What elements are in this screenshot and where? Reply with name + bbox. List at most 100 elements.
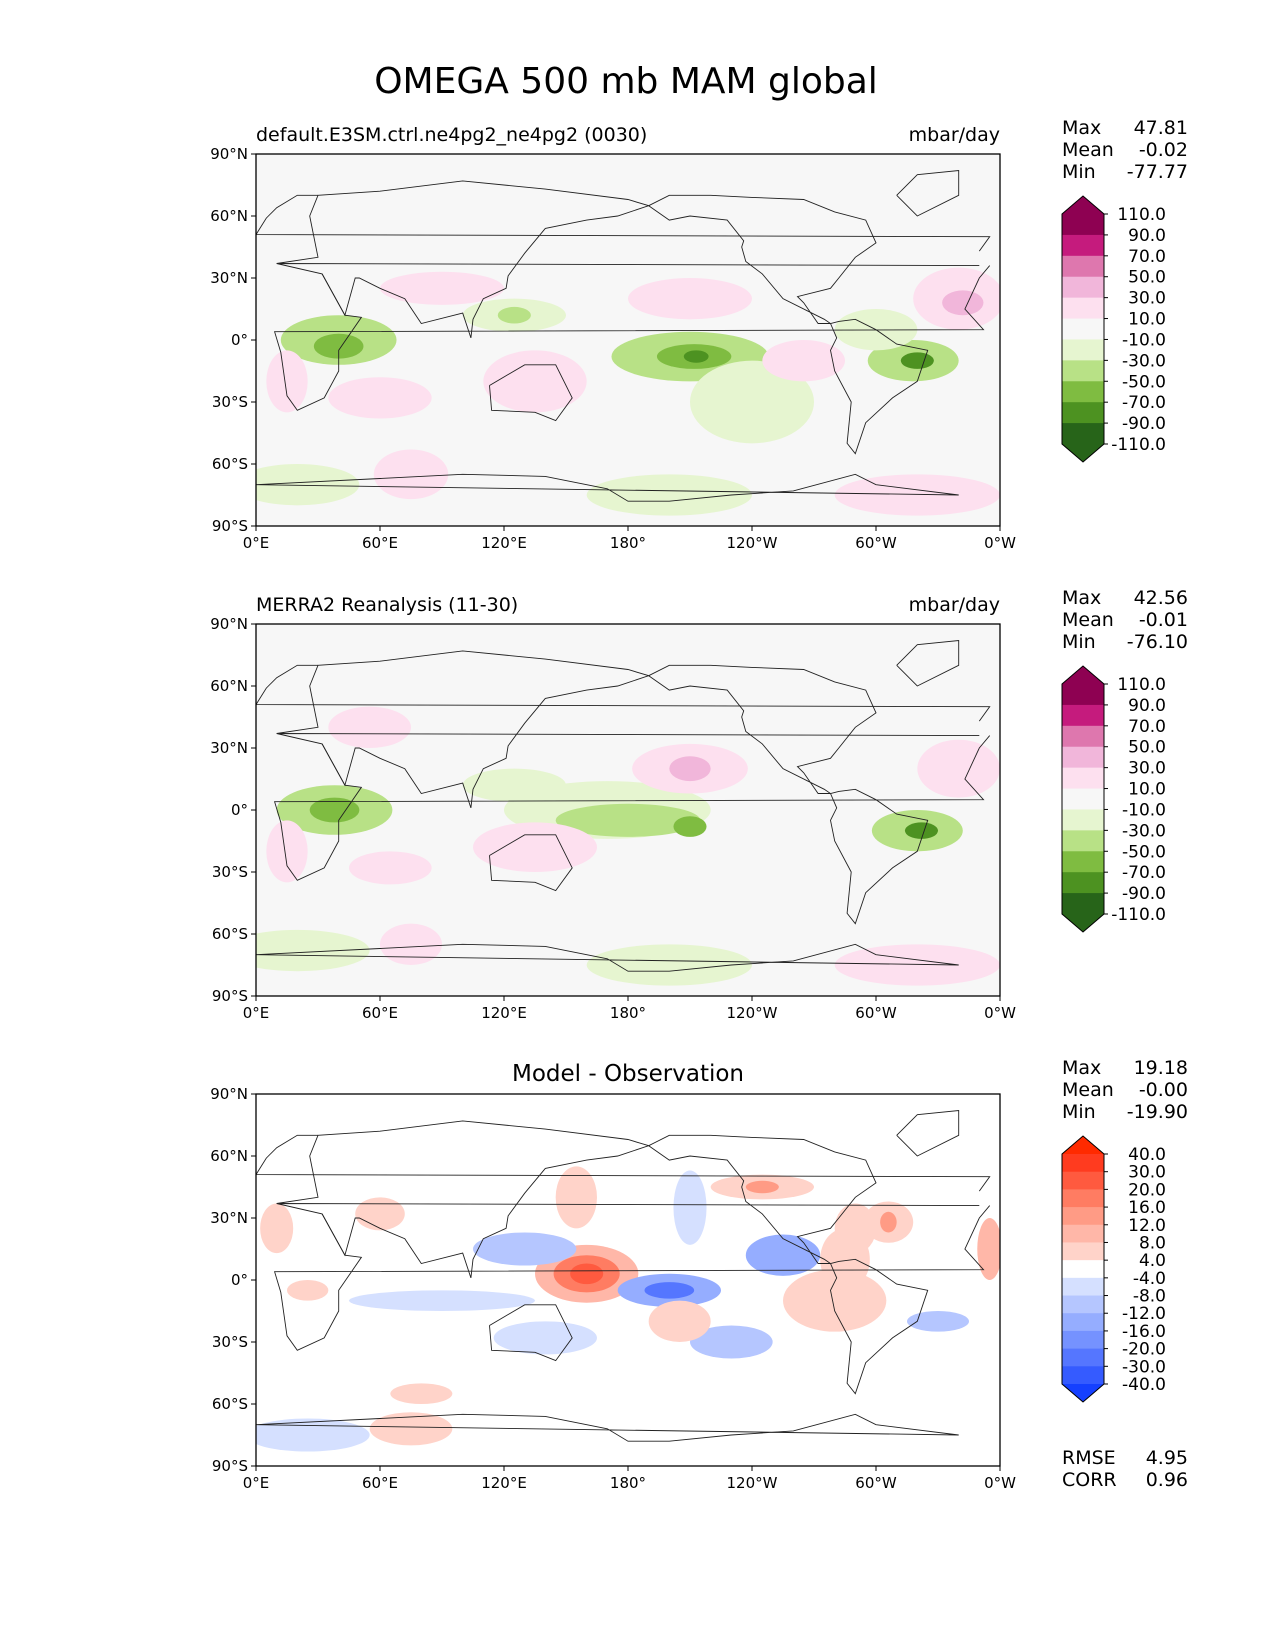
coastline — [276, 180, 651, 339]
lat-tick-label: 0° — [231, 1271, 248, 1289]
colorbar-label: 90.0 — [1128, 696, 1166, 716]
contour-region — [493, 1321, 597, 1355]
lat-tick-label: 90°N — [210, 145, 248, 163]
colorbar-label: 50.0 — [1128, 738, 1166, 758]
colorbar-segment — [1062, 725, 1104, 748]
colorbar-label: -90.0 — [1122, 414, 1166, 434]
colorbar-segment — [1062, 809, 1104, 831]
coastline — [256, 473, 959, 502]
panel-model: 90°N 60°N 30°N 0° 30°S 60°S 90°S0°E 60°E 120°E 18… — [210, 117, 1188, 552]
contour-region — [907, 1311, 969, 1332]
colorbar-label: -50.0 — [1122, 372, 1166, 392]
colorbar-label: 70.0 — [1128, 717, 1166, 737]
colorbar-segment — [1062, 1171, 1104, 1190]
colorbar-label: -50.0 — [1122, 842, 1166, 862]
lat-tick-label: 30°S — [212, 393, 248, 411]
colorbar-extend-max — [1062, 196, 1104, 214]
colorbar-label: -70.0 — [1122, 863, 1166, 883]
colorbar-segment — [1062, 746, 1104, 769]
colorbar-extend-min — [1062, 914, 1104, 932]
contour-region — [380, 923, 442, 965]
lon-tick-label: 0°W — [984, 1474, 1016, 1492]
colorbar-label: 20.0 — [1128, 1180, 1166, 1200]
stat-value: -0.00 — [1139, 1079, 1188, 1101]
colorbar-segment — [1062, 1154, 1104, 1173]
contour-region — [555, 803, 701, 837]
stat-value: 47.81 — [1134, 117, 1188, 139]
coastlines — [256, 1110, 991, 1442]
lon-tick-label: 180° — [610, 1004, 646, 1022]
lat-tick-label: 30°N — [210, 269, 248, 287]
contour-region — [266, 820, 308, 883]
contour-region — [328, 377, 432, 419]
contour-region — [917, 739, 1000, 798]
contour-region — [683, 350, 709, 363]
contour-region — [555, 1166, 597, 1229]
stat-value: 42.56 — [1134, 587, 1188, 609]
lon-tick-label: 120°W — [727, 534, 778, 552]
coastlines — [256, 170, 991, 502]
stat-label: Mean — [1062, 139, 1114, 161]
contour-region — [673, 816, 707, 837]
coastline — [276, 650, 651, 809]
lon-tick-label: 0°E — [243, 1474, 270, 1492]
colorbar-label: 12.0 — [1128, 1216, 1166, 1236]
colorbar-segment — [1062, 830, 1104, 852]
colorbar-segment — [1062, 1189, 1104, 1208]
coastline — [256, 943, 959, 972]
colorbar-label: 30.0 — [1128, 759, 1166, 779]
contour-region — [762, 340, 846, 382]
contour-region — [462, 768, 566, 802]
colorbar-segment — [1062, 767, 1104, 790]
footer-stat-value: 0.96 — [1146, 1469, 1188, 1491]
stat-value: -77.77 — [1127, 161, 1188, 183]
colorbar-label: -110.0 — [1111, 905, 1166, 925]
contour-region — [497, 306, 531, 324]
lat-tick-label: 60°S — [212, 925, 248, 943]
contour-region — [834, 474, 1000, 516]
lat-tick-label: 30°N — [210, 739, 248, 757]
contour-region — [745, 1234, 821, 1276]
coastline — [256, 664, 991, 722]
panels-group: 90°N60°N30°N0°30°S60°S90°S0°E 60°E 120°E 18… — [210, 117, 1188, 1492]
contour-region — [349, 851, 432, 885]
coastline — [489, 364, 573, 422]
coastline — [896, 640, 960, 687]
colorbar-label: 70.0 — [1128, 247, 1166, 267]
colorbar: 110.090.070.050.030.010.0-10.0-30.0-50.0… — [1061, 195, 1166, 463]
colorbar-label: 90.0 — [1128, 226, 1166, 246]
footer-stat-value: 4.95 — [1146, 1447, 1188, 1469]
colorbar-segment — [1062, 255, 1104, 278]
colorbar-label: 16.0 — [1128, 1198, 1166, 1218]
coastline — [648, 1134, 929, 1395]
colorbar-segment — [1062, 1224, 1104, 1243]
contour-region — [483, 350, 587, 413]
lon-tick-label: 180° — [610, 534, 646, 552]
stat-label: Max — [1062, 1057, 1101, 1079]
colorbar-label: 8.0 — [1139, 1233, 1166, 1253]
contour-region — [586, 474, 752, 516]
stat-value: 19.18 — [1134, 1057, 1188, 1079]
lat-tick-label: 90°S — [212, 987, 248, 1005]
lon-tick-label: 120°E — [481, 1474, 527, 1492]
stat-label: Max — [1062, 117, 1101, 139]
coastline — [256, 1413, 959, 1442]
stat-label: Max — [1062, 587, 1101, 609]
colorbar-extend-min — [1062, 1384, 1104, 1402]
colorbar-segment — [1062, 1260, 1104, 1279]
coastline — [896, 1110, 960, 1157]
lon-tick-label: 180° — [610, 1474, 646, 1492]
colorbar-label: 30.0 — [1128, 289, 1166, 309]
colorbar-segment — [1062, 1330, 1104, 1350]
colorbar-label: -8.0 — [1133, 1287, 1166, 1307]
colorbar-segment — [1062, 1207, 1104, 1226]
lat-tick-label: 60°S — [212, 1395, 248, 1413]
lat-tick-label: 60°N — [210, 207, 248, 225]
lon-tick-label: 60°W — [855, 1004, 897, 1022]
lat-tick-label: 0° — [231, 801, 248, 819]
contour-region — [586, 944, 752, 986]
footer-stat-label: RMSE — [1062, 1447, 1116, 1469]
coastline — [276, 1120, 651, 1279]
colorbar-segment — [1062, 214, 1104, 236]
